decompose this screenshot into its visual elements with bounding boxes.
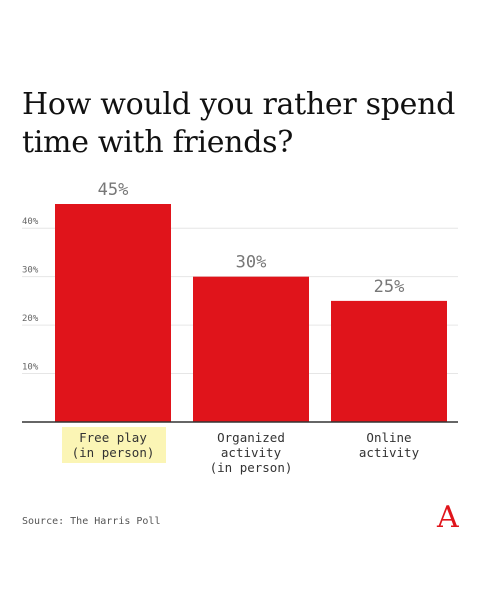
bar <box>331 300 447 422</box>
y-tick-label: 30% <box>22 266 39 276</box>
data-label: 25% <box>374 277 405 297</box>
data-label: 30% <box>236 253 267 273</box>
x-tick-label: Free play (in person) <box>72 430 155 460</box>
publication-logo: A <box>437 500 459 535</box>
x-tick-label: Organized activity (in person) <box>210 430 293 475</box>
data-label: 45% <box>98 180 129 200</box>
y-tick-label: 20% <box>22 314 39 324</box>
bar <box>55 204 171 422</box>
y-tick-label: 10% <box>22 363 39 373</box>
source-note: Source: The Harris Poll <box>22 516 161 527</box>
chart-title: How would you rather spend time with fri… <box>22 87 456 160</box>
x-tick-label: Online activity <box>359 430 420 460</box>
category-highlight <box>62 427 166 463</box>
bar <box>193 276 309 422</box>
y-tick-label: 40% <box>22 217 39 227</box>
